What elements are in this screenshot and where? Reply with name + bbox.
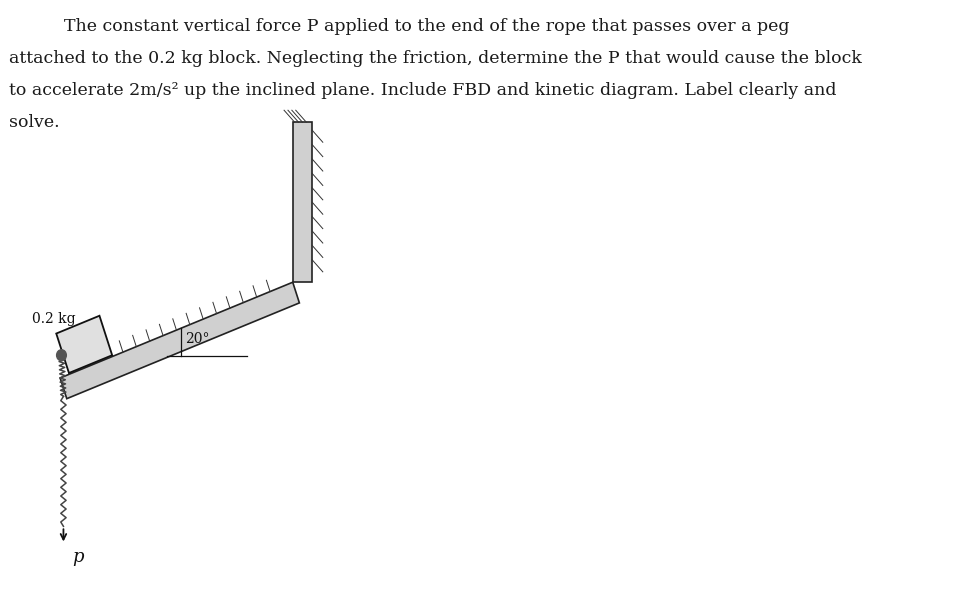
- Text: attached to the 0.2 kg block. Neglecting the friction, determine the P that woul: attached to the 0.2 kg block. Neglecting…: [9, 50, 862, 67]
- Text: to accelerate 2m/s² up the inclined plane. Include FBD and kinetic diagram. Labe: to accelerate 2m/s² up the inclined plan…: [9, 82, 837, 99]
- Circle shape: [57, 350, 67, 360]
- Polygon shape: [56, 316, 112, 373]
- Text: solve.: solve.: [9, 114, 60, 131]
- Text: 20°: 20°: [185, 332, 210, 346]
- Text: The constant vertical force P applied to the end of the rope that passes over a : The constant vertical force P applied to…: [65, 18, 790, 35]
- Text: 0.2 kg: 0.2 kg: [32, 311, 75, 326]
- Text: p: p: [72, 549, 84, 566]
- Polygon shape: [293, 122, 312, 282]
- Polygon shape: [60, 282, 299, 398]
